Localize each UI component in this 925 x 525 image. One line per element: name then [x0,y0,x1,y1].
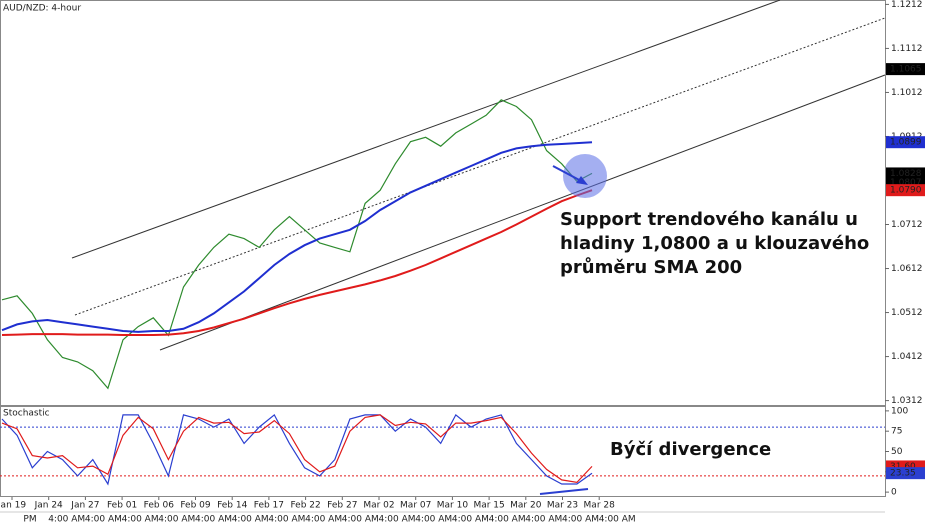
price-marker [886,63,925,76]
price-marker-label: 1.0899 [890,138,922,148]
annotation: průměru SMA 200 [560,256,742,278]
time-label: 4:00 AM [195,515,232,525]
y-tick-label: 100 [891,406,908,416]
x-tick-label: Feb 22 [290,501,320,511]
x-tick-label: Feb 27 [327,501,357,511]
time-label: 4:00 AM [452,515,489,525]
x-tick-label: Jan 27 [70,501,99,511]
annotation: Support trendového kanálu u [560,209,858,230]
time-label: 4:00 AM [268,515,305,525]
time-label: 4:00 AM [122,515,159,525]
series-line [1,141,593,333]
price-marker-label: 1.0828 [890,169,922,179]
x-tick-label: Jan 24 [34,501,63,511]
series-line [1,99,593,390]
x-tick-label: Mar 28 [584,501,616,511]
x-tick-label: Feb 17 [254,501,284,511]
x-tick-label: Mar 10 [437,501,469,511]
price-marker-label: 1.1065 [890,65,922,75]
channel-upper [71,0,781,259]
x-tick-label: Mar 07 [400,501,431,511]
time-label: 4:00 AM [489,515,526,525]
time-label: 4:00 AM [158,515,195,525]
y-tick-label: 1.1012 [891,88,923,98]
arrow-head [576,176,588,185]
series-line [1,414,593,484]
y-tick-label: 75 [891,427,902,437]
y-tick-label: 50 [891,447,903,457]
x-tick-label: Mar 15 [473,501,504,511]
time-label: 4:00 AM [48,515,85,525]
price-marker [886,167,925,180]
y-tick-label: 1.1112 [891,44,923,54]
x-tick-label: Mar 20 [510,501,542,511]
x-tick-label: Feb 01 [107,501,137,511]
channel-middle [74,17,886,316]
price-marker-label: 1.0807 [890,178,922,188]
y-tick-label: 1.0412 [891,352,923,362]
y-tick-label: 1.0312 [891,396,923,406]
time-label: 4:00 AM [562,515,599,525]
divergence-line [539,488,589,495]
x-tick-label: Jan 19 [0,501,26,511]
annotation: Býčí divergence [610,439,771,460]
x-tick-label: Mar 02 [363,501,394,511]
x-tick-label: Feb 09 [180,501,211,511]
channel-lower [159,74,886,351]
y-tick-label: 1.0512 [891,308,923,318]
price-marker-label: 23.35 [890,469,916,479]
x-tick-label: Feb 14 [217,501,248,511]
annotation: hladiny 1,0800 a u klouzavého [560,233,869,254]
stoch-title: Stochastic [3,409,50,419]
time-label: PM [23,515,36,525]
y-tick-label: 1.0612 [891,264,923,274]
chart-title: AUD/NZD: 4-hour [3,4,81,14]
arrow [552,165,584,183]
time-label: 4:00 AM [415,515,452,525]
time-label: 4:00 AM [342,515,379,525]
price-marker [886,136,925,149]
series-line [1,413,593,486]
time-label: 4:00 AM [525,515,562,525]
price-marker [886,184,925,197]
series-line [1,189,593,336]
time-label: 4:00 AM [305,515,342,525]
price-marker [886,467,925,480]
y-tick-label: 1.0712 [891,220,923,230]
time-label: 4:00 AM [232,515,269,525]
x-tick-label: Feb 06 [144,501,175,511]
y-tick-label: 1.1212 [891,0,923,10]
highlight-circle [563,154,607,198]
price-marker-label: 31.60 [890,462,916,472]
x-tick-label: Mar 23 [547,501,578,511]
price-panel [0,0,886,406]
time-label: 4:00 AM [85,515,122,525]
y-tick-label: 0 [891,488,897,498]
price-marker-label: 1.0790 [890,186,922,196]
time-label: 4:00 AM [379,515,416,525]
time-label: 4:00 AM [599,515,636,525]
